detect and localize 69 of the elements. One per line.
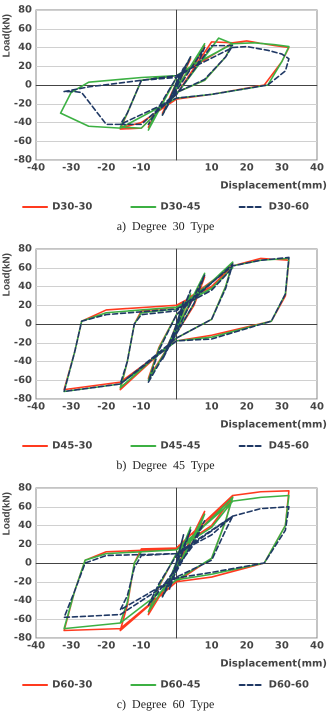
x-tick-label: -30	[62, 402, 80, 412]
legend-label: D60-60	[268, 680, 309, 690]
y-tick-label: 80	[18, 482, 32, 494]
y-tick-label: -60	[14, 614, 32, 625]
y-tick-label: 60	[18, 262, 32, 274]
legend-label: D45-60	[268, 440, 309, 452]
x-tick-label: 40	[310, 162, 324, 174]
y-tick-label: 60	[18, 501, 32, 512]
y-tick-label: -40	[14, 595, 32, 606]
x-axis-title: Displacement(mm)	[220, 658, 328, 670]
x-axis-title: Displacement(mm)	[220, 420, 328, 430]
y-tick-label: -80	[14, 394, 32, 404]
y-axis-title: Load(kN)	[2, 492, 12, 536]
y-tick-label: 60	[18, 23, 32, 34]
y-tick-label: -80	[14, 154, 32, 166]
y-axis-title: Load(kN)	[2, 14, 12, 58]
y-tick-label: 0	[25, 558, 32, 568]
y-tick-label: -20	[14, 337, 32, 348]
x-tick-label: 30	[274, 162, 289, 174]
x-tick-label: 10	[204, 402, 219, 412]
x-tick-label: 20	[240, 640, 254, 652]
text: c) Degree 60 Type	[116, 697, 214, 711]
x-tick-label: -10	[132, 162, 150, 174]
x-tick-label: -10	[132, 402, 150, 412]
line-series	[63, 506, 290, 618]
x-tick-label: 40	[310, 402, 324, 412]
y-tick-label: 20	[18, 60, 32, 72]
y-tick-label: -60	[14, 136, 32, 147]
y-tick-label: -40	[14, 117, 32, 128]
x-tick-label: 20	[240, 402, 254, 412]
y-tick-label: -40	[14, 356, 32, 367]
line-series	[63, 44, 290, 126]
text: a) Degree 30 Type	[116, 219, 214, 233]
x-tick-label: 20	[240, 162, 254, 174]
y-axis-title: Load(kN)	[2, 252, 12, 296]
y-tick-label: -60	[14, 374, 32, 386]
x-tick-label: -10	[132, 640, 150, 652]
y-tick-label: 40	[18, 42, 32, 53]
y-tick-label: 40	[18, 281, 32, 292]
x-tick-label: 30	[274, 402, 289, 412]
y-tick-label: 80	[18, 4, 32, 16]
legend-label: D60-45	[160, 680, 201, 690]
y-tick-label: 80	[18, 244, 32, 254]
x-tick-label: -20	[97, 162, 116, 174]
y-tick-label: 40	[18, 520, 32, 531]
legend-label: D30-30	[52, 202, 92, 212]
legend-label: D45-45	[160, 440, 201, 452]
y-tick-label: -80	[14, 632, 32, 644]
legend-label: D45-30	[52, 440, 92, 452]
x-tick-label: -30	[62, 162, 80, 174]
x-axis-title: Displacement(mm)	[220, 180, 328, 192]
text: b) Degree 45 Type	[116, 458, 215, 472]
legend-label: D30-45	[160, 202, 201, 212]
y-tick-label: -20	[14, 576, 32, 588]
y-tick-label: 0	[25, 80, 32, 90]
x-tick-label: 10	[204, 640, 219, 652]
line-series	[60, 37, 290, 131]
legend-label: D60-30	[52, 680, 92, 690]
y-tick-label: 20	[18, 538, 32, 550]
x-tick-label: -20	[97, 640, 116, 652]
x-tick-label: -30	[62, 640, 80, 652]
y-tick-label: 20	[18, 300, 32, 311]
x-tick-label: 10	[204, 162, 219, 174]
legend-label: D30-60	[268, 202, 309, 212]
y-tick-label: -20	[14, 98, 32, 110]
x-tick-label: 30	[274, 640, 289, 652]
x-tick-label: -20	[97, 402, 116, 412]
x-tick-label: 40	[310, 640, 324, 652]
y-tick-label: 0	[25, 318, 32, 330]
